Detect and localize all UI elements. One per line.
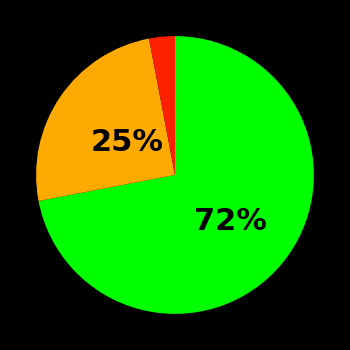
Wedge shape [36, 38, 175, 201]
Text: 72%: 72% [194, 206, 267, 236]
Text: 25%: 25% [90, 128, 163, 157]
Wedge shape [149, 36, 175, 175]
Wedge shape [38, 36, 314, 314]
